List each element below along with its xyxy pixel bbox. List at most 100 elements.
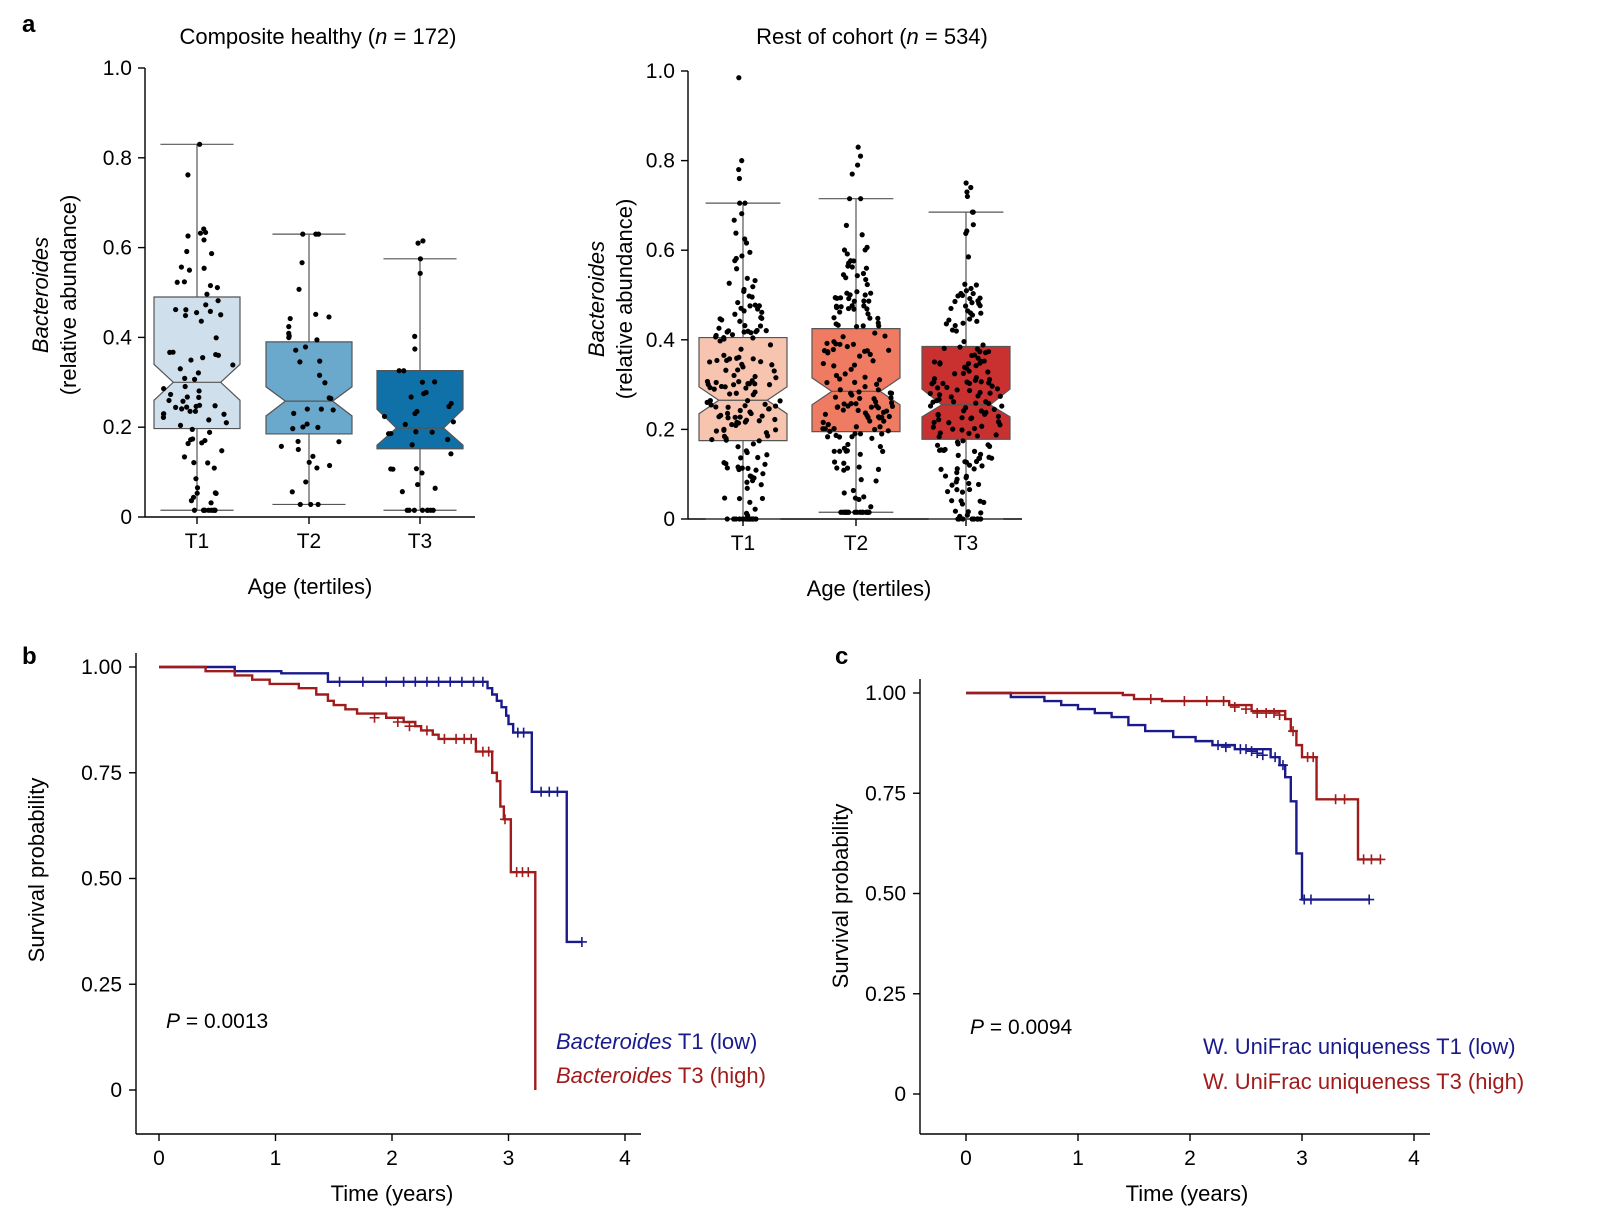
data-point: [843, 222, 850, 228]
data-point: [971, 466, 977, 472]
y-tick-label: 0.8: [103, 147, 132, 170]
censor-mark: [500, 814, 511, 825]
data-point: [968, 285, 974, 292]
data-point: [322, 380, 328, 386]
y-axis-label: Survival probability: [24, 778, 49, 963]
data-point: [975, 298, 981, 304]
y-axis-label: Bacteroides: [28, 237, 53, 353]
data-point: [725, 415, 731, 421]
survival-curve-1: [966, 691, 1370, 901]
censor-mark: [1145, 694, 1156, 705]
data-point: [213, 335, 219, 341]
data-point: [173, 306, 179, 313]
censor-mark: [552, 786, 563, 797]
data-point: [286, 334, 292, 341]
data-point: [936, 417, 942, 423]
data-point: [837, 341, 843, 347]
data-point: [413, 429, 419, 435]
data-point: [306, 459, 312, 465]
data-point: [845, 305, 852, 312]
data-point: [995, 419, 1002, 425]
data-point: [875, 405, 882, 411]
data-point: [930, 399, 936, 405]
data-point: [753, 516, 759, 522]
p-value: P = 0.0013: [166, 1010, 268, 1033]
x-tick-label: T1: [185, 530, 210, 553]
data-point: [413, 466, 420, 472]
censor-mark: [1305, 894, 1316, 905]
box-T1: [153, 296, 241, 430]
data-point: [979, 423, 985, 429]
data-point: [833, 372, 840, 379]
data-point: [846, 260, 852, 266]
data-point: [725, 404, 731, 410]
data-point: [750, 335, 756, 341]
data-point: [834, 465, 840, 471]
data-point: [742, 419, 748, 425]
data-point: [860, 270, 867, 277]
data-point: [934, 442, 941, 448]
legend-series-1: Bacteroides T1 (low): [556, 1029, 757, 1054]
data-point: [724, 329, 730, 335]
data-point: [748, 330, 754, 336]
data-point: [861, 494, 867, 500]
data-point: [822, 426, 828, 432]
y-tick-label: 0.50: [865, 883, 906, 906]
x-axis-label: Time (years): [1126, 1181, 1249, 1206]
data-point: [966, 480, 972, 487]
data-point: [824, 340, 830, 346]
data-point: [733, 255, 739, 262]
data-point: [974, 433, 981, 439]
data-point: [831, 339, 837, 345]
data-point: [747, 249, 753, 255]
data-point: [980, 342, 986, 348]
data-point: [295, 446, 301, 453]
data-point: [739, 253, 745, 259]
data-point: [756, 438, 762, 444]
data-point: [971, 425, 978, 432]
data-point: [201, 226, 207, 232]
data-point: [752, 277, 758, 284]
data-point: [219, 448, 225, 454]
data-point: [841, 490, 847, 496]
data-point: [758, 359, 764, 365]
data-point: [713, 379, 719, 386]
data-point: [986, 376, 993, 383]
data-point: [733, 390, 739, 396]
data-point: [966, 368, 972, 374]
data-point: [731, 217, 737, 223]
data-point: [978, 408, 984, 414]
data-point: [864, 306, 870, 312]
chart-title: Composite healthy (n = 172): [179, 24, 456, 49]
data-point: [999, 403, 1005, 409]
data-point: [730, 382, 737, 388]
y-tick-label: 0.8: [646, 150, 675, 173]
data-point: [160, 414, 167, 420]
data-point: [969, 209, 976, 215]
data-point: [729, 332, 736, 338]
data-point: [857, 451, 863, 457]
data-point: [388, 466, 394, 472]
y-tick-label: 1.0: [646, 60, 675, 83]
data-point: [182, 375, 188, 381]
data-point: [188, 498, 195, 504]
data-point: [961, 408, 967, 414]
data-point: [851, 362, 858, 368]
data-point: [211, 465, 217, 471]
data-point: [772, 416, 778, 423]
data-point: [835, 322, 841, 328]
data-point: [313, 311, 319, 317]
panel-label-a: a: [22, 11, 36, 38]
x-tick-label: 2: [1184, 1147, 1196, 1170]
data-point: [862, 348, 868, 354]
data-point: [840, 334, 846, 340]
data-point: [278, 443, 284, 449]
data-point: [972, 377, 978, 383]
data-point: [873, 478, 879, 484]
data-point: [837, 309, 843, 315]
survival-plot-unifrac: Survival probability Time (years) P = 0.…: [828, 679, 1524, 1206]
data-point: [204, 291, 210, 297]
data-point: [930, 424, 936, 430]
data-point: [975, 481, 982, 488]
y-tick-label: 0.4: [103, 326, 133, 349]
